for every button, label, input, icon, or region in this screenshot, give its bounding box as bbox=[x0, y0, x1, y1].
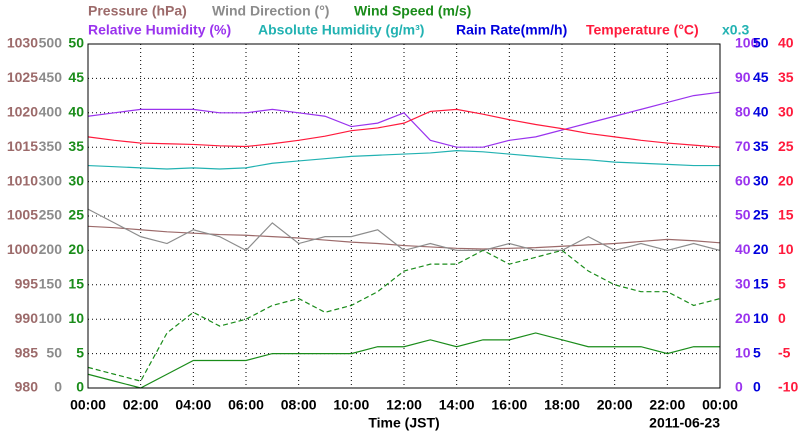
y-tick-label: 0 bbox=[753, 379, 761, 395]
y-tick-label: 300 bbox=[39, 172, 63, 188]
y-tick-label: 50 bbox=[46, 344, 62, 360]
x-tick-label: 10:00 bbox=[333, 397, 369, 413]
x-tick-label: 08:00 bbox=[281, 397, 317, 413]
legend-label: Absolute Humidity (g/m³) bbox=[258, 22, 424, 38]
date-label: 2011-06-23 bbox=[649, 415, 720, 431]
y-tick-label: 60 bbox=[735, 172, 751, 188]
y-tick-label: 1030 bbox=[7, 35, 38, 51]
x-tick-label: 00:00 bbox=[70, 397, 106, 413]
y-tick-label: 35 bbox=[68, 138, 84, 154]
series-line bbox=[87, 249, 721, 382]
x-axis-label: Time (JST) bbox=[368, 415, 439, 431]
y-tick-label: 25 bbox=[68, 207, 84, 223]
y-tick-label: 45 bbox=[753, 69, 769, 85]
x-tick-label: 06:00 bbox=[228, 397, 264, 413]
x-tick-label: 22:00 bbox=[649, 397, 685, 413]
x-tick-label: 00:00 bbox=[702, 397, 738, 413]
y-tick-label: 250 bbox=[39, 207, 63, 223]
x-tick-label: 14:00 bbox=[439, 397, 475, 413]
legend-label: Wind Speed (m/s) bbox=[354, 3, 471, 19]
y-tick-label: 0 bbox=[778, 310, 786, 326]
y-tick-label: 980 bbox=[15, 379, 39, 395]
y-tick-label: 25 bbox=[778, 138, 794, 154]
y-tick-label: 40 bbox=[735, 241, 751, 257]
legend-label: Relative Humidity (%) bbox=[88, 22, 231, 38]
y-tick-label: 10 bbox=[735, 344, 751, 360]
y-tick-label: 1025 bbox=[7, 69, 38, 85]
x-tick-label: 18:00 bbox=[544, 397, 580, 413]
y-tick-label: 35 bbox=[753, 138, 769, 154]
y-tick-label: 400 bbox=[39, 104, 63, 120]
series-line bbox=[87, 332, 720, 389]
y-tick-label: 985 bbox=[15, 344, 39, 360]
y-tick-label: 350 bbox=[39, 138, 63, 154]
y-tick-label: 40 bbox=[778, 35, 794, 51]
y-tick-label: 100 bbox=[735, 35, 759, 51]
y-tick-label: 30 bbox=[753, 172, 769, 188]
y-tick-label: 50 bbox=[735, 207, 751, 223]
y-tick-label: 450 bbox=[39, 69, 63, 85]
y-tick-label: 20 bbox=[778, 172, 794, 188]
y-tick-label: 10 bbox=[778, 241, 794, 257]
y-tick-label: 30 bbox=[735, 276, 751, 292]
series-line bbox=[87, 225, 721, 250]
y-tick-label: 200 bbox=[39, 241, 63, 257]
x-tick-label: 04:00 bbox=[175, 397, 211, 413]
y-tick-label: -10 bbox=[778, 379, 798, 395]
x-tick-label: 20:00 bbox=[597, 397, 633, 413]
y-tick-label: 995 bbox=[15, 276, 39, 292]
y-tick-label: 40 bbox=[68, 104, 84, 120]
y-tick-label: 90 bbox=[735, 69, 751, 85]
y-tick-label: 1000 bbox=[7, 241, 38, 257]
scale-label: x0.3 bbox=[722, 22, 749, 38]
x-tick-label: 16:00 bbox=[491, 397, 527, 413]
y-tick-label: 10 bbox=[753, 310, 769, 326]
y-tick-label: 20 bbox=[68, 241, 84, 257]
y-tick-label: 15 bbox=[68, 276, 84, 292]
y-tick-label: 35 bbox=[778, 69, 794, 85]
x-tick-label: 12:00 bbox=[386, 397, 422, 413]
y-tick-label: 1020 bbox=[7, 104, 38, 120]
y-tick-label: 150 bbox=[39, 276, 63, 292]
x-tick-label: 02:00 bbox=[123, 397, 159, 413]
y-tick-label: 1010 bbox=[7, 172, 38, 188]
y-tick-label: -5 bbox=[778, 344, 791, 360]
y-tick-label: 80 bbox=[735, 104, 751, 120]
legend-label: Wind Direction (°) bbox=[212, 3, 329, 19]
y-tick-label: 10 bbox=[68, 310, 84, 326]
y-tick-label: 5 bbox=[778, 276, 786, 292]
series-line bbox=[87, 150, 720, 170]
y-tick-label: 15 bbox=[753, 276, 769, 292]
y-tick-label: 30 bbox=[68, 172, 84, 188]
y-tick-label: 5 bbox=[753, 344, 761, 360]
y-tick-label: 100 bbox=[39, 310, 63, 326]
y-tick-label: 1005 bbox=[7, 207, 38, 223]
y-tick-label: 40 bbox=[753, 104, 769, 120]
legend-label: Pressure (hPa) bbox=[88, 3, 187, 19]
y-tick-label: 0 bbox=[735, 379, 743, 395]
y-tick-label: 990 bbox=[15, 310, 39, 326]
legend-label: Rain Rate(mm/h) bbox=[456, 22, 567, 38]
series-line bbox=[87, 208, 721, 252]
y-tick-label: 50 bbox=[753, 35, 769, 51]
y-tick-label: 45 bbox=[68, 69, 84, 85]
y-tick-label: 1015 bbox=[7, 138, 38, 154]
y-tick-label: 20 bbox=[753, 241, 769, 257]
y-tick-label: 5 bbox=[76, 344, 84, 360]
y-tick-label: 0 bbox=[76, 379, 84, 395]
plot-frame bbox=[87, 43, 721, 389]
y-tick-label: 70 bbox=[735, 138, 751, 154]
series-line bbox=[87, 108, 721, 148]
y-tick-label: 50 bbox=[68, 35, 84, 51]
series-line bbox=[87, 91, 721, 148]
y-tick-label: 500 bbox=[39, 35, 63, 51]
y-tick-label: 30 bbox=[778, 104, 794, 120]
legend-label: Temperature (°C) bbox=[586, 22, 699, 38]
y-tick-label: 20 bbox=[735, 310, 751, 326]
y-tick-label: 25 bbox=[753, 207, 769, 223]
y-tick-label: 15 bbox=[778, 207, 794, 223]
y-tick-label: 0 bbox=[54, 379, 62, 395]
